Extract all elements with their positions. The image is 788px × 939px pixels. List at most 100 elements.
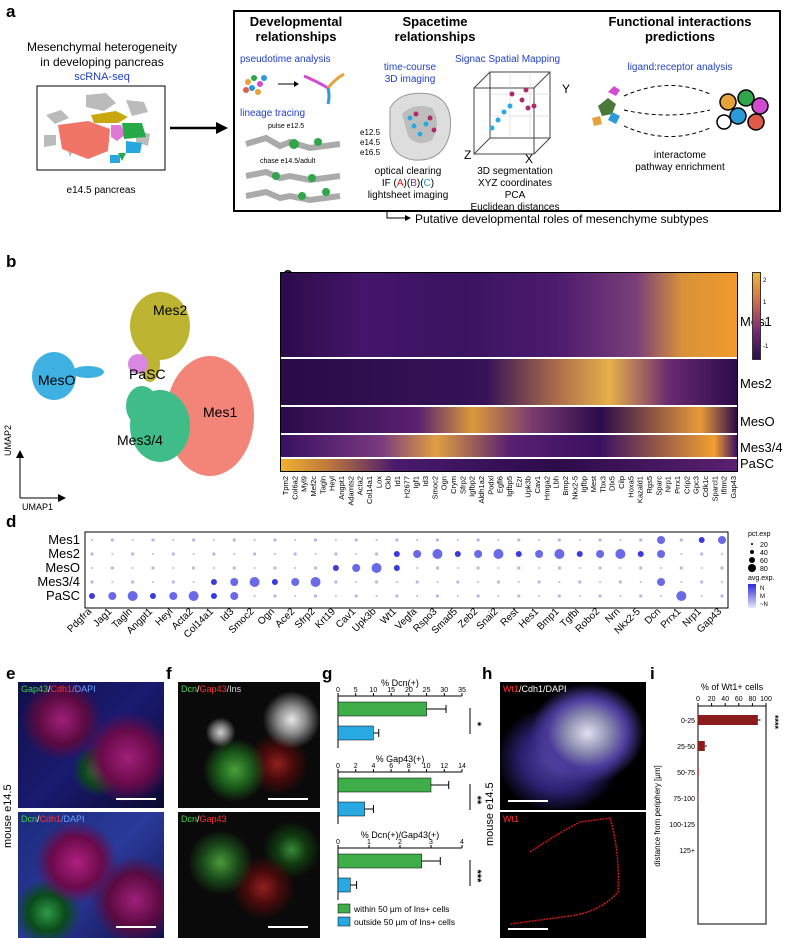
dotplot-dot xyxy=(476,594,480,598)
func-title-1: Functional interactions xyxy=(608,14,752,29)
g-bar xyxy=(337,701,427,717)
micro-e-bottom: Dcn/Cdh1/DAPI xyxy=(18,812,164,938)
legend-avg-label: N xyxy=(760,586,764,592)
dotplot-dot xyxy=(393,551,400,557)
pseudotime-label: pseudotime analysis xyxy=(240,54,331,65)
elbow-arrow-icon xyxy=(386,210,411,221)
f-top-label: Dcn/Gap43/Ins xyxy=(181,684,241,694)
dotplot-dot xyxy=(456,580,460,584)
dotplot-dot xyxy=(497,539,500,541)
dotplot-dot xyxy=(334,552,338,556)
dotplot-row-label: PaSC xyxy=(46,588,80,603)
dotplot-dot xyxy=(700,595,703,597)
g-legend-swatch xyxy=(337,916,351,927)
legend-avg-label: M xyxy=(760,594,765,600)
chase-illustration xyxy=(245,168,341,204)
arrow-icon xyxy=(170,122,228,134)
g-tick-label: 35 xyxy=(458,687,466,694)
e-top-dapi: /DAPI xyxy=(72,684,96,694)
dotplot-gene-label: Bmp1 xyxy=(535,606,562,633)
dotplot-dot xyxy=(700,580,704,584)
g-chart-title: % Dcn(+) xyxy=(381,678,419,688)
gene-label-c: Gpc3 xyxy=(692,476,701,494)
stage-e14: e14.5 xyxy=(360,138,381,147)
heatmap-block-mes34 xyxy=(281,435,737,457)
f-top-sep: / xyxy=(197,684,200,694)
stage-e16: e16.5 xyxy=(360,148,381,157)
i-tick-label: 20 xyxy=(708,696,716,703)
cluster-mes34: Mes3/4 xyxy=(117,432,163,448)
dotplot-dot xyxy=(212,567,215,569)
dotplot-dot xyxy=(232,538,236,542)
dotplot-dot xyxy=(517,581,520,583)
panel-label-d: d xyxy=(6,512,17,531)
cb-tick-1: 1 xyxy=(763,300,767,306)
f-top-dcn: Dcn xyxy=(181,684,198,694)
wt1-outline xyxy=(509,817,620,925)
intro-line-1: Mesenchymal heterogeneity xyxy=(26,40,178,54)
i-category-label: 100-125 xyxy=(669,822,695,829)
if-suffix: ) xyxy=(430,178,435,189)
gene-label-c: Myl9 xyxy=(300,476,309,492)
dotplot-row-label: Mes3/4 xyxy=(37,574,80,589)
g-tick-label: 14 xyxy=(458,763,466,770)
gene-label-c: Col6a2 xyxy=(290,476,299,500)
dotplot-dot xyxy=(698,537,705,543)
panel-label-h: h xyxy=(482,664,493,683)
gene-label-c: Acta2 xyxy=(356,476,365,495)
func-title: Functional interactions predictions xyxy=(585,14,775,44)
dotplot-dot xyxy=(578,567,581,569)
ligand-label: ligand:receptor analysis xyxy=(627,62,733,73)
legend-avg-title: avg.exp. xyxy=(748,575,775,582)
axis-z-label: Z xyxy=(464,148,472,162)
dotplot: Mes1Mes2MesOMes3/4PaSCPdgfraJag1TaglnAng… xyxy=(37,531,775,640)
dotplot-dot xyxy=(517,594,521,598)
dotplot-dot xyxy=(334,580,338,584)
dotplot-dot xyxy=(436,581,439,583)
dotplot-row-label: Mes1 xyxy=(48,532,80,547)
gene-label-c: Dlx5 xyxy=(608,476,617,491)
g-tick-label: 0 xyxy=(336,687,340,694)
dotplot-dot xyxy=(718,536,726,544)
f-bot-sep: / xyxy=(197,814,200,824)
dotplot-dot xyxy=(371,563,382,573)
dotplot-dot xyxy=(395,581,398,583)
legend-pct-label: 20 xyxy=(760,542,768,549)
dotplot-dot xyxy=(413,550,422,558)
gene-label-c: Hoxa5 xyxy=(626,476,635,498)
intro-line-2: in developing pancreas xyxy=(40,55,164,69)
gene-label-c: Id3 xyxy=(421,476,430,486)
dotplot-dot xyxy=(334,539,337,541)
dotplot-dot xyxy=(334,595,337,597)
dotplot-dot xyxy=(598,566,602,570)
dotplot-gene-label: Ogn xyxy=(256,606,277,627)
dotplot-dot xyxy=(578,539,581,541)
dotplot-dot xyxy=(476,538,480,542)
g-chart-title: % Gap43(+) xyxy=(376,754,425,764)
g-tick-label: 0 xyxy=(336,763,340,770)
scale-bar xyxy=(508,928,548,930)
dotplot-dot xyxy=(375,595,378,597)
i-category-label: 50-75 xyxy=(677,770,695,777)
if-c: C xyxy=(423,178,431,189)
g-tick-label: 0 xyxy=(336,839,340,846)
euclid-line: Euclidean distances xyxy=(470,202,560,213)
spacetime-title-2: relationships xyxy=(394,29,476,44)
seg-line: 3D segmentation xyxy=(477,166,553,177)
spacetime-title-1: Spacetime xyxy=(402,14,468,29)
legend-pct-title: pct.exp xyxy=(748,531,771,538)
dotplot-row-label: Mes2 xyxy=(48,546,80,561)
g-legend-label: within 50 µm of Ins+ cells xyxy=(353,904,449,914)
panel-label-g: g xyxy=(322,664,333,683)
e-bot-sep: / xyxy=(37,814,40,824)
dotplot-dot xyxy=(212,539,215,541)
g-significance: ** xyxy=(471,796,483,805)
dotplot-dot xyxy=(91,539,93,541)
dotplot-dot xyxy=(273,566,277,570)
dotplot-dot xyxy=(639,538,643,542)
dotplot-dot xyxy=(432,549,443,559)
dotplot-gene-label: Prrx1 xyxy=(659,606,684,631)
scale-bar xyxy=(508,800,548,802)
dotplot-gene-label: Upk3b xyxy=(350,606,379,635)
divider-1 xyxy=(281,357,737,359)
